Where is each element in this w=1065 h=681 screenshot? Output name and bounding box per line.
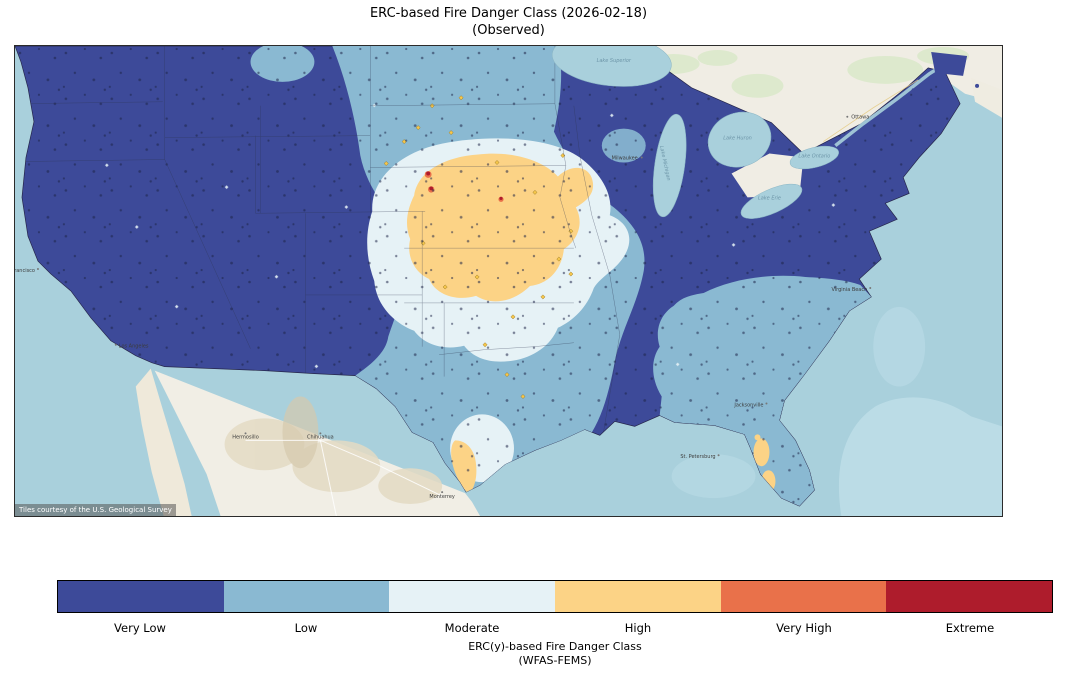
label-lake-erie: Lake Erie: [758, 195, 781, 201]
label-lake-ontario: Lake Ontario: [798, 154, 830, 160]
label-st-petersburg: St. Petersburg: [680, 454, 715, 460]
figure-title-line1: ERC-based Fire Danger Class (2026-02-18): [369, 6, 648, 21]
label-lake-huron: Lake Huron: [723, 136, 751, 142]
legend-labels: Very Low Low Moderate High Very High Ext…: [57, 621, 1053, 635]
northeast-danger-patches: [911, 51, 980, 92]
label-lake-superior: Lake Superior: [597, 58, 632, 64]
lake-michigan: [652, 113, 687, 218]
lake-superior: [551, 46, 672, 87]
legend-seg-very-high: [720, 581, 887, 612]
legend-seg-extreme: [886, 581, 1053, 612]
label-san-francisco: San Francisco: [15, 268, 35, 274]
label-jacksonville: Jacksonville: [733, 402, 763, 408]
legend-label-high: High: [624, 621, 652, 635]
legend-caption-line1: ERC(y)-based Fire Danger Class: [468, 640, 642, 653]
lake-ontario: [789, 145, 839, 170]
legend-label-extreme: Extreme: [945, 621, 995, 635]
label-virginia-beach: Virginia Beach: [832, 287, 868, 293]
legend-label-very-high: Very High: [776, 621, 832, 635]
label-los-angeles: Los Angeles: [119, 344, 149, 350]
label-monterrey: Monterrey: [429, 494, 454, 500]
lake-huron: [707, 111, 772, 168]
legend-seg-high: [555, 581, 721, 612]
map-attribution: Tiles courtesy of the U.S. Geological Su…: [15, 504, 176, 516]
lake-erie: [740, 183, 803, 219]
city-dots: [36, 115, 872, 494]
label-chihuahua: Chihuahua: [307, 434, 334, 440]
label-ottawa: Ottawa: [851, 115, 869, 121]
legend-label-very-low: Very Low: [114, 621, 166, 635]
legend-caption: ERC(y)-based Fire Danger Class (WFAS-FEM…: [57, 640, 1053, 668]
legend-caption-line2: (WFAS-FEMS): [518, 654, 592, 667]
us-fire-danger-map: San Francisco Los Angeles Hermosillo Chi…: [15, 46, 1002, 516]
label-milwaukee: Milwaukee: [612, 156, 638, 162]
shallow-water: [671, 306, 1002, 516]
mexico-roads: [245, 439, 443, 516]
state-borders: [15, 46, 621, 443]
label-hermosillo: Hermosillo: [232, 434, 258, 440]
legend-label-low: Low: [294, 621, 318, 635]
legend-seg-moderate: [389, 581, 556, 612]
legend-seg-low: [223, 581, 390, 612]
legend-label-moderate: Moderate: [444, 621, 500, 635]
legend-colorbar: [57, 580, 1053, 613]
mexico-landmass: [135, 368, 481, 516]
legend-seg-very-low: [58, 581, 224, 612]
figure-title-line2: (Observed): [472, 23, 545, 38]
great-lakes: [551, 46, 839, 219]
figure-title: ERC-based Fire Danger Class (2026-02-18)…: [14, 5, 1003, 39]
map-canvas: San Francisco Los Angeles Hermosillo Chi…: [14, 45, 1003, 517]
